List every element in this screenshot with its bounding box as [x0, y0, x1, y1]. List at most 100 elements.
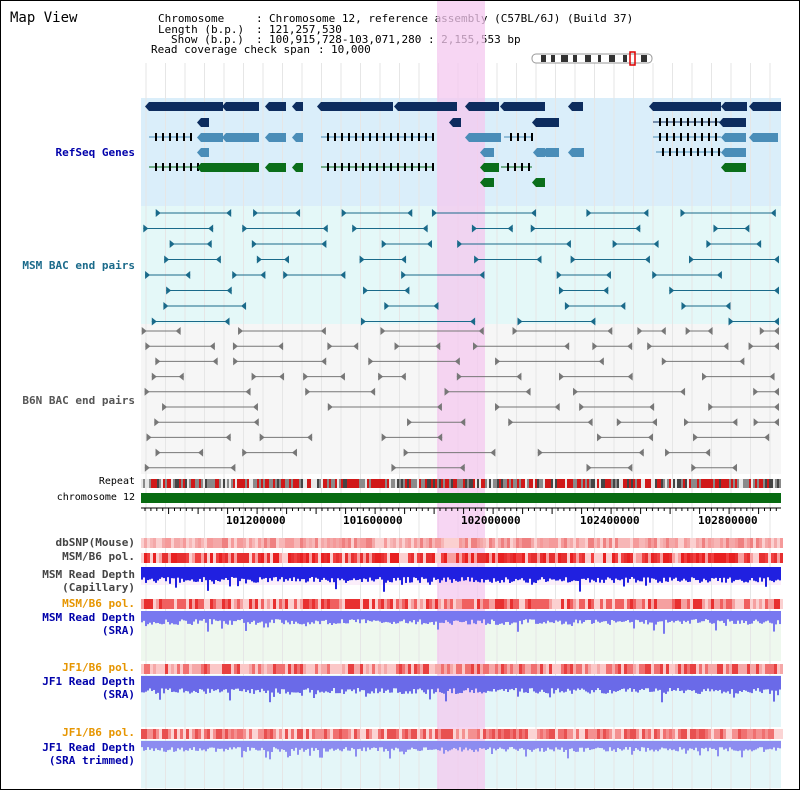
- heat-cell: [444, 729, 447, 739]
- track-label-jf1-depth-trim-1[interactable]: JF1 Read Depth: [42, 741, 135, 754]
- depth-bar: [593, 741, 595, 750]
- depth-bar: [709, 741, 711, 748]
- depth-bar: [349, 567, 351, 581]
- depth-bar: [467, 567, 469, 578]
- heat-cell: [447, 553, 450, 563]
- heat-cell: [537, 538, 540, 548]
- gene-arrow: [465, 102, 469, 111]
- heat-cell: [399, 538, 402, 548]
- heat-cell: [594, 729, 597, 739]
- bac-end: [774, 255, 779, 264]
- heat-cell: [258, 729, 261, 739]
- repeat-segment: [527, 479, 529, 488]
- depth-bar: [525, 741, 527, 757]
- heat-cell: [663, 553, 666, 563]
- depth-bar: [603, 567, 605, 583]
- heat-cell: [678, 538, 681, 548]
- depth-bar: [517, 741, 519, 751]
- heat-cell: [318, 538, 321, 548]
- depth-bar: [755, 567, 757, 582]
- depth-bar: [569, 611, 571, 625]
- track-label-refseq-genes[interactable]: RefSeq Genes: [55, 146, 135, 159]
- depth-bar: [453, 676, 455, 689]
- depth-bar: [703, 567, 705, 579]
- gene-block: [725, 148, 746, 157]
- depth-bar: [381, 676, 383, 689]
- bac-end: [404, 286, 410, 295]
- depth-bar: [505, 676, 507, 689]
- heat-cell: [321, 729, 324, 739]
- repeat-segment: [663, 479, 665, 488]
- track-label-jf1-b6-pol-1[interactable]: JF1/B6 pol.: [62, 661, 135, 674]
- depth-bar: [649, 611, 651, 623]
- repeat-segment: [345, 479, 347, 488]
- depth-bar: [407, 611, 409, 624]
- depth-bar: [431, 676, 433, 690]
- gene-exon: [666, 133, 668, 141]
- heat-cell: [720, 729, 723, 739]
- depth-bar: [333, 676, 335, 689]
- depth-bar: [351, 567, 353, 581]
- heat-cell: [336, 599, 339, 609]
- track-label-dbsnp[interactable]: dbSNP(Mouse): [55, 536, 135, 549]
- depth-bar: [685, 676, 687, 691]
- heat-cell: [297, 553, 300, 563]
- heat-cell: [585, 599, 588, 609]
- heat-cell: [252, 729, 255, 739]
- depth-bar: [439, 611, 441, 623]
- depth-bar: [545, 741, 547, 751]
- heat-cell: [495, 729, 498, 739]
- heat-cell: [630, 664, 633, 674]
- heat-cell: [261, 664, 264, 674]
- depth-bar: [257, 741, 259, 751]
- depth-bar: [399, 567, 401, 581]
- heat-cell: [282, 538, 285, 548]
- depth-bar: [573, 741, 575, 752]
- heat-cell: [273, 729, 276, 739]
- bac-end: [245, 387, 251, 396]
- track-label-msm-depth-sra-1[interactable]: MSM Read Depth: [42, 611, 135, 624]
- depth-bar: [543, 567, 545, 580]
- heat-cell: [672, 599, 675, 609]
- heat-cell: [711, 599, 714, 609]
- track-label-b6n-bac[interactable]: B6N BAC end pairs: [22, 394, 135, 407]
- heat-cell: [747, 538, 750, 548]
- track-label-jf1-depth-sra-1[interactable]: JF1 Read Depth: [42, 675, 135, 688]
- track-label-msm-b6-pol-2[interactable]: MSM/B6 pol.: [62, 597, 135, 610]
- heat-cell: [732, 599, 735, 609]
- repeat-segment: [507, 479, 509, 488]
- depth-bar: [325, 567, 327, 580]
- depth-bar: [535, 741, 537, 749]
- heat-cell: [423, 599, 426, 609]
- depth-bar: [679, 611, 681, 622]
- repeat-segment: [279, 479, 281, 488]
- heat-cell: [762, 538, 765, 548]
- depth-bar: [599, 567, 601, 583]
- heat-cell: [732, 553, 735, 563]
- heat-cell: [438, 553, 441, 563]
- track-label-msm-bac[interactable]: MSM BAC end pairs: [22, 259, 135, 272]
- heat-cell: [765, 599, 768, 609]
- bac-end: [637, 327, 643, 335]
- heat-cell: [684, 729, 687, 739]
- heat-cell: [765, 729, 768, 739]
- depth-bar: [581, 611, 583, 624]
- bac-end: [685, 327, 691, 335]
- heat-cell: [564, 538, 567, 548]
- heat-cell: [168, 664, 171, 674]
- gene-exon: [680, 133, 682, 141]
- track-label-msm-b6-pol-1[interactable]: MSM/B6 pol.: [62, 550, 135, 563]
- repeat-segment: [159, 479, 161, 488]
- axis-tick-label: 102800000: [698, 514, 758, 527]
- track-label-jf1-b6-pol-2[interactable]: JF1/B6 pol.: [62, 726, 135, 739]
- gene-exon: [376, 133, 378, 141]
- depth-bar: [371, 741, 373, 749]
- repeat-segment: [273, 479, 275, 488]
- track-label-msm-depth-cap-1[interactable]: MSM Read Depth: [42, 568, 135, 581]
- heat-cell: [615, 553, 618, 563]
- bac-end: [253, 418, 259, 427]
- repeat-segment: [225, 479, 227, 488]
- heat-cell: [609, 553, 612, 563]
- bac-end: [460, 418, 466, 427]
